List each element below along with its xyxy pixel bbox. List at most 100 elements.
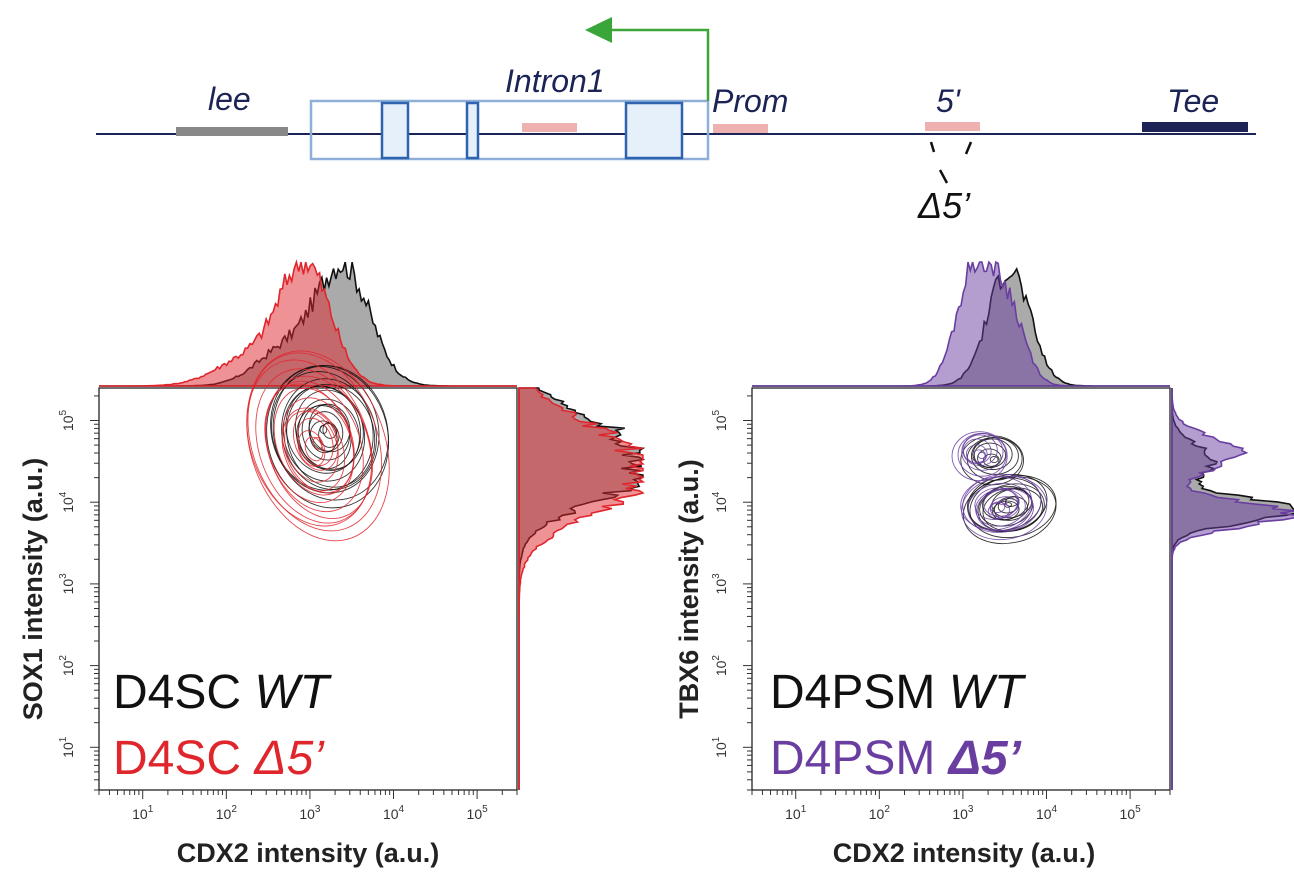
x-tick-label: 101 xyxy=(785,804,807,822)
exon-2 xyxy=(465,101,480,160)
lee-region xyxy=(176,127,288,136)
exon-3 xyxy=(624,101,684,160)
contour-level xyxy=(319,425,328,434)
contour-level xyxy=(281,407,345,492)
deletion-tick-left xyxy=(929,141,936,153)
contour-plot xyxy=(951,431,1057,545)
deletion-tick-right xyxy=(964,141,973,155)
legend-entry-wt: D4SC WT xyxy=(113,666,333,719)
legend: D4PSM WT D4PSM Δ5’ xyxy=(770,666,1027,785)
prom-region xyxy=(713,124,768,133)
y-tick-label: 103 xyxy=(58,573,76,595)
contour-level xyxy=(312,436,323,450)
contour-level-secondary xyxy=(989,456,999,464)
plot-frame xyxy=(751,387,1171,791)
contour-series-delta xyxy=(246,350,390,542)
y-axis-title: SOX1 intensity (a.u.) xyxy=(18,458,48,721)
label-lee: lee xyxy=(208,81,251,117)
deletion-tick-mid xyxy=(938,169,949,184)
label-prom: Prom xyxy=(712,83,788,119)
label-intron1: Intron1 xyxy=(505,63,605,99)
panel-left-sox1: 101 102 103 104 105 101 102 103 104 105 CDX2 int… xyxy=(18,259,646,868)
panel-right-tbx6: 101 102 103 104 105 101 102 103 104 105 CDX2 int… xyxy=(674,260,1294,868)
contour-series-delta xyxy=(951,431,1048,541)
x-axis: 101 102 103 104 105 xyxy=(98,790,518,822)
y-axis-title: TBX6 intensity (a.u.) xyxy=(674,459,704,719)
contour-level xyxy=(989,496,1019,519)
y-hist-delta xyxy=(518,387,646,790)
intron1-region xyxy=(522,123,577,132)
x-tick-label: 105 xyxy=(467,804,489,822)
y-axis: 101 102 103 104 105 xyxy=(711,395,752,791)
contour-level-secondary xyxy=(961,433,1004,471)
contour-level xyxy=(255,368,373,524)
gene-diagram: lee Intron1 Prom 5' Tee Δ5’ xyxy=(96,17,1256,226)
x-axis-title: CDX2 intensity (a.u.) xyxy=(177,838,440,868)
y-tick-label: 105 xyxy=(711,410,729,432)
contour-level xyxy=(992,500,1020,521)
contour-level xyxy=(974,487,1018,520)
tss-arrowhead-icon xyxy=(585,17,612,43)
y-tick-label: 105 xyxy=(58,410,76,432)
y-histogram xyxy=(518,387,646,790)
legend: D4SC WT D4SC Δ5’ xyxy=(113,666,333,785)
x-tick-label: 104 xyxy=(383,804,405,822)
label-tee: Tee xyxy=(1167,83,1219,119)
contour-level xyxy=(273,387,355,496)
x-tick-label: 105 xyxy=(1120,804,1142,822)
x-tick-label: 103 xyxy=(299,804,321,822)
contour-level xyxy=(246,350,390,542)
contour-level xyxy=(983,489,1020,517)
x-tick-label: 103 xyxy=(952,804,974,822)
x-histogram xyxy=(99,259,517,387)
contour-level xyxy=(292,410,339,471)
x-tick-label: 101 xyxy=(132,804,154,822)
contour-level-secondary xyxy=(971,449,987,463)
five-prime-region xyxy=(925,122,980,131)
x-tick-label: 104 xyxy=(1036,804,1058,822)
contour-level-secondary xyxy=(977,448,1002,468)
y-hist-delta xyxy=(1171,388,1294,790)
y-tick-label: 101 xyxy=(711,736,729,758)
contour-level xyxy=(264,383,355,504)
contour-plot xyxy=(246,350,390,542)
tss-arrow-line xyxy=(610,28,710,101)
y-tick-label: 102 xyxy=(58,655,76,677)
contour-level-secondary xyxy=(951,431,1008,482)
contour-level-secondary xyxy=(962,434,998,466)
contour-level xyxy=(960,476,1033,531)
y-histogram xyxy=(1171,388,1294,790)
contour-level-secondary xyxy=(977,451,986,459)
contour-level xyxy=(246,359,373,527)
contour-level xyxy=(987,502,1011,519)
contour-level xyxy=(281,397,355,494)
tee-region xyxy=(1142,122,1248,132)
contour-level xyxy=(297,430,326,467)
contour-level xyxy=(264,380,364,513)
y-axis: 101 102 103 104 105 xyxy=(58,395,99,791)
contour-level xyxy=(270,365,380,494)
contour-level-secondary xyxy=(972,438,1013,471)
legend-entry-wt: D4PSM WT xyxy=(770,666,1027,719)
legend-entry-delta: D4PSM Δ5’ xyxy=(770,732,1022,785)
contour-level xyxy=(990,501,1006,514)
contour-level xyxy=(297,417,334,467)
x-tick-label: 102 xyxy=(216,804,238,822)
contour-level-secondary xyxy=(965,444,988,464)
x-histogram xyxy=(752,260,1170,387)
y-tick-label: 103 xyxy=(711,573,729,595)
legend-entry-delta: D4SC Δ5’ xyxy=(113,732,325,785)
contour-level xyxy=(975,488,1026,527)
exon-1 xyxy=(380,101,410,160)
y-tick-label: 104 xyxy=(58,491,76,513)
label-five-prime: 5' xyxy=(936,83,962,119)
contour-level xyxy=(998,499,1007,506)
y-tick-label: 101 xyxy=(58,736,76,758)
x-hist-delta xyxy=(99,259,517,387)
x-tick-label: 102 xyxy=(869,804,891,822)
x-axis-title: CDX2 intensity (a.u.) xyxy=(833,838,1096,868)
contour-level xyxy=(247,352,383,532)
y-tick-label: 104 xyxy=(711,491,729,513)
gene-body-box xyxy=(309,99,710,161)
